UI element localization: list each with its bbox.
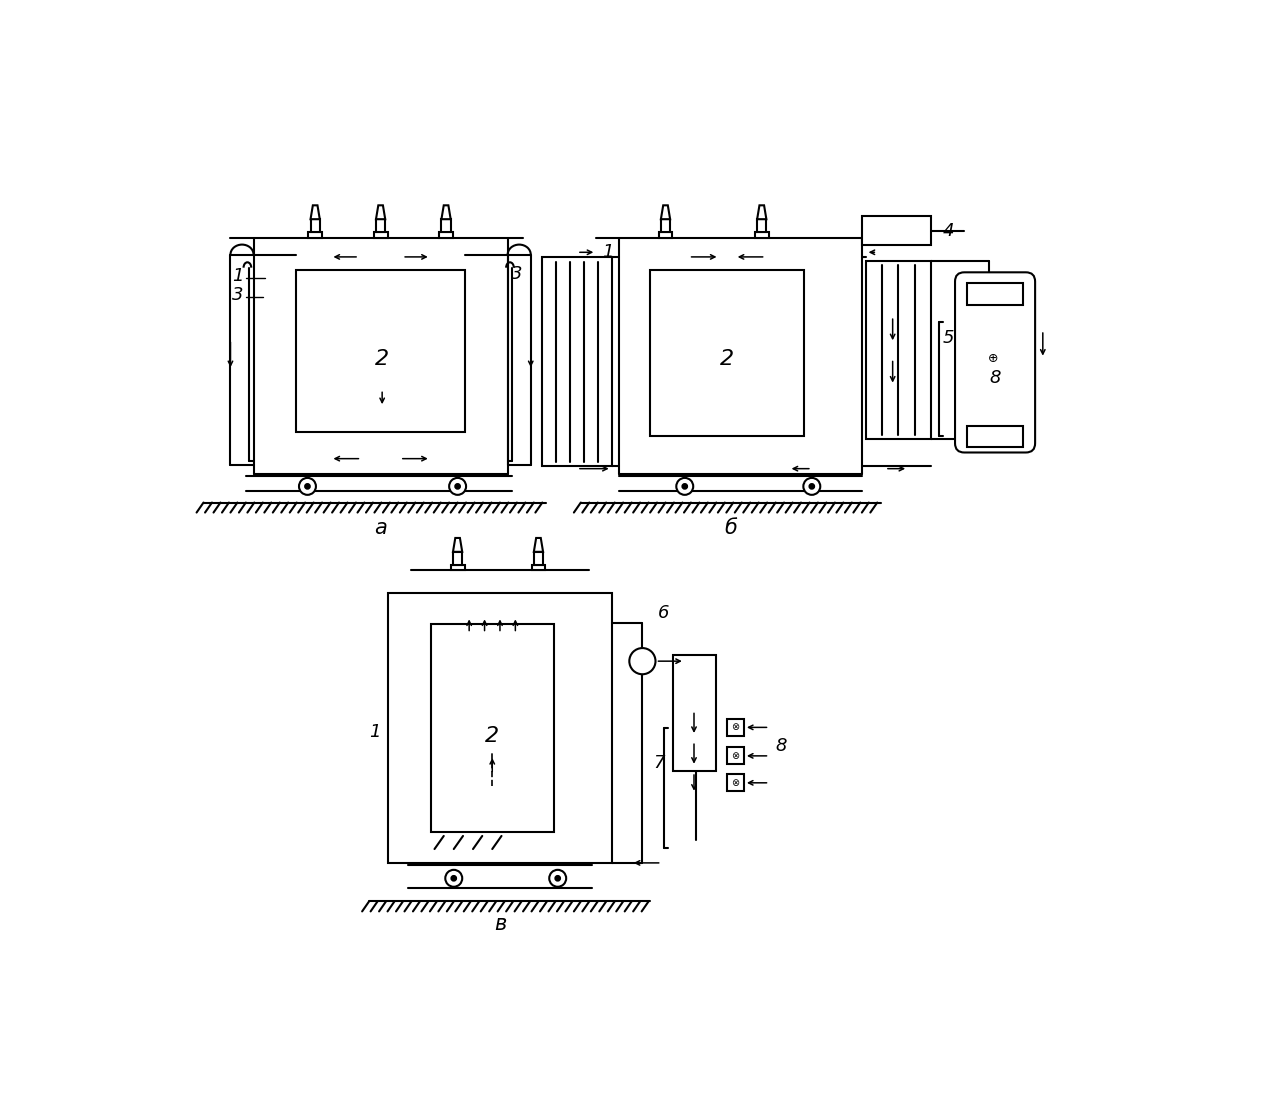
Polygon shape: [661, 206, 670, 219]
Text: 1: 1: [602, 243, 613, 262]
Text: 1: 1: [233, 267, 244, 285]
Bar: [727, 774, 744, 792]
Bar: [661, 219, 670, 232]
Text: в: в: [494, 914, 506, 934]
Bar: [532, 565, 545, 570]
Text: 5: 5: [943, 328, 954, 347]
Text: 2: 2: [720, 348, 734, 369]
Bar: [727, 748, 744, 764]
Text: 2: 2: [485, 726, 499, 746]
Polygon shape: [375, 206, 386, 219]
Circle shape: [683, 484, 688, 488]
Text: 7: 7: [653, 753, 665, 772]
Text: а: а: [374, 518, 387, 538]
Bar: [542, 257, 612, 466]
Bar: [388, 593, 612, 863]
Text: ⊕: ⊕: [987, 353, 999, 365]
Bar: [375, 219, 386, 232]
Circle shape: [445, 869, 463, 887]
Polygon shape: [757, 206, 766, 219]
Circle shape: [300, 477, 316, 495]
Bar: [451, 565, 465, 570]
Circle shape: [804, 477, 820, 495]
Text: б: б: [724, 518, 737, 538]
Bar: [727, 719, 744, 736]
Polygon shape: [533, 538, 544, 552]
Bar: [533, 552, 544, 565]
Text: ⊗: ⊗: [732, 777, 739, 787]
Bar: [755, 232, 769, 238]
Circle shape: [305, 484, 310, 488]
Circle shape: [676, 477, 693, 495]
Bar: [659, 232, 672, 238]
Text: 8: 8: [775, 737, 786, 754]
Text: 1: 1: [369, 723, 380, 741]
Circle shape: [629, 648, 656, 675]
Bar: [967, 426, 1023, 447]
Text: 2: 2: [375, 348, 389, 369]
Bar: [453, 552, 463, 565]
Polygon shape: [441, 206, 451, 219]
Text: 4: 4: [943, 222, 954, 241]
Bar: [311, 219, 320, 232]
Bar: [866, 261, 932, 439]
Text: ⊗: ⊗: [732, 723, 739, 733]
Text: 3: 3: [233, 287, 244, 304]
Polygon shape: [311, 206, 320, 219]
Circle shape: [809, 484, 814, 488]
Text: 6: 6: [657, 603, 669, 622]
Bar: [374, 232, 388, 238]
Circle shape: [555, 876, 560, 880]
FancyBboxPatch shape: [956, 273, 1035, 452]
Bar: [439, 232, 453, 238]
Polygon shape: [453, 538, 463, 552]
Bar: [441, 219, 451, 232]
Text: ⊗: ⊗: [732, 751, 739, 761]
Bar: [862, 216, 932, 245]
Bar: [308, 232, 322, 238]
Circle shape: [455, 484, 460, 488]
Circle shape: [550, 869, 566, 887]
Text: 3: 3: [511, 265, 522, 283]
Circle shape: [449, 477, 466, 495]
Bar: [296, 270, 465, 431]
Bar: [757, 219, 766, 232]
Text: 8: 8: [990, 369, 1001, 387]
Bar: [650, 270, 804, 436]
Bar: [674, 655, 715, 771]
Bar: [431, 624, 554, 832]
Circle shape: [451, 876, 456, 880]
Bar: [967, 284, 1023, 304]
